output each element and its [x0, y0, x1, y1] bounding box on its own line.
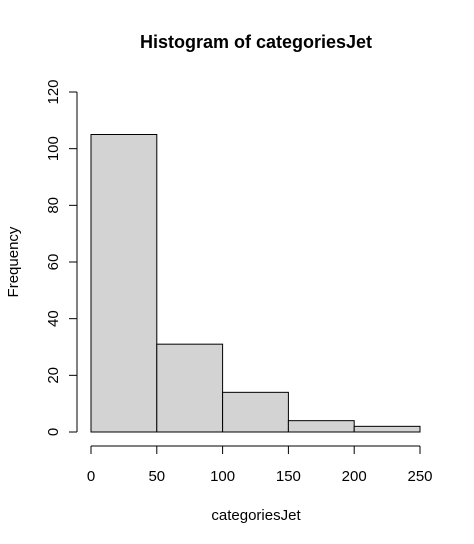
y-tick-label: 120 — [45, 79, 62, 104]
y-tick-label: 80 — [45, 197, 62, 214]
y-tick-label: 0 — [45, 428, 62, 436]
histogram-bar-3 — [287, 420, 355, 433]
y-tick-label: 100 — [45, 136, 62, 161]
x-tick-label: 100 — [210, 468, 235, 485]
x-tick-label: 250 — [407, 468, 432, 485]
x-tick-label: 200 — [342, 468, 367, 485]
x-axis-label: categoriesJet — [211, 507, 301, 524]
x-axis: 0 50 100 150 200 250 — [87, 445, 433, 485]
histogram-bar-2 — [222, 391, 289, 433]
y-tick-label: 40 — [45, 310, 62, 327]
chart-title: Histogram of categoriesJet — [140, 32, 372, 52]
histogram-bar-0 — [90, 134, 158, 433]
y-tick-label: 60 — [45, 254, 62, 271]
x-tick-label: 50 — [148, 468, 165, 485]
y-axis: 0 20 40 60 80 100 120 — [45, 79, 78, 436]
x-tick-label: 150 — [276, 468, 301, 485]
bars-group — [90, 134, 421, 433]
y-axis-label: Frequency — [5, 226, 22, 297]
y-tick-label: 20 — [45, 367, 62, 384]
x-tick-label: 0 — [87, 468, 95, 485]
histogram-bar-1 — [156, 343, 224, 433]
histogram-bar-4 — [353, 425, 421, 433]
